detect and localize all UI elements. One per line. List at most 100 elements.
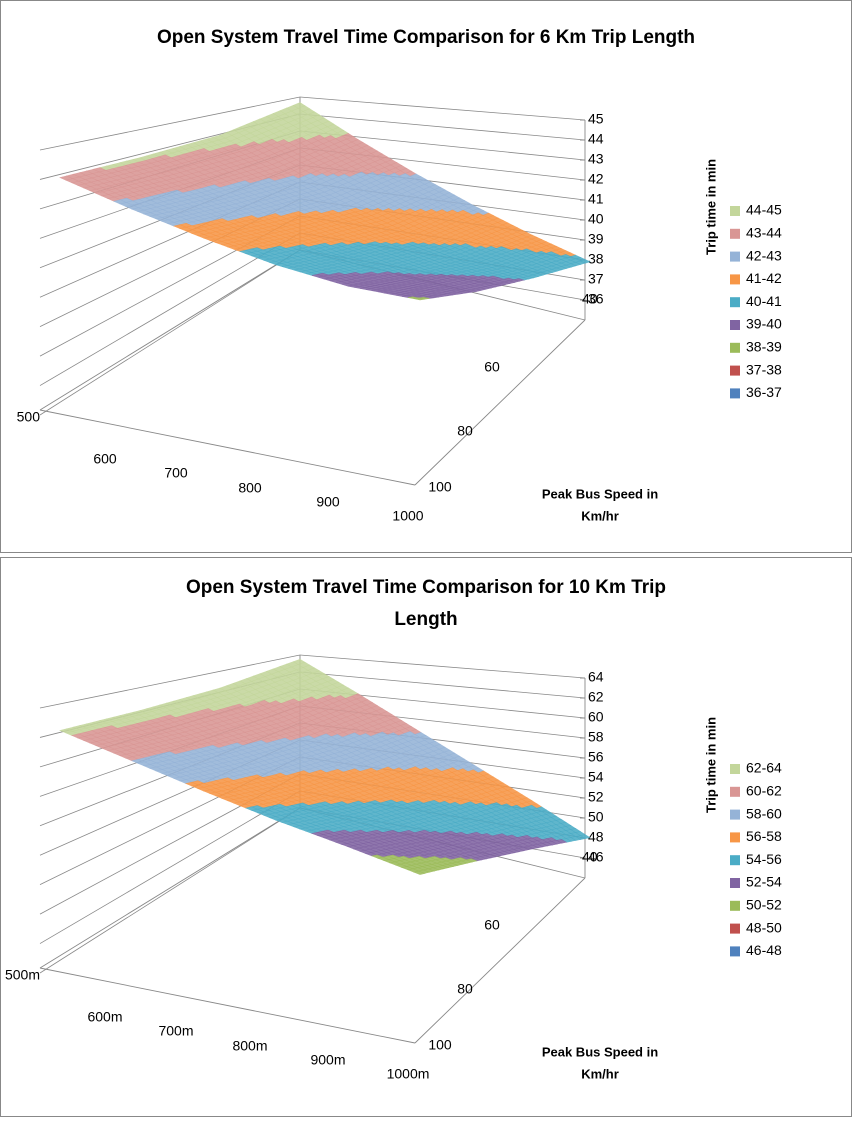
surface-cell [340, 232, 472, 274]
x-tick-label: 700m [158, 1023, 193, 1039]
surface-cell [206, 170, 347, 223]
surface-cell [408, 257, 535, 292]
legend-swatch [730, 251, 740, 262]
legend-label: 37-38 [746, 361, 782, 377]
depth-tick-label: 100 [428, 479, 452, 495]
chart: Open System Travel Time Comparison for 1… [5, 577, 782, 1082]
legend-swatch [730, 809, 740, 820]
x-tick-label: 900m [310, 1052, 345, 1068]
surface-cell [203, 774, 343, 821]
grid-line [39, 654, 301, 709]
legend-swatch [730, 320, 740, 330]
legend-swatch [730, 297, 740, 308]
legend-swatch [730, 900, 740, 911]
axis-line [39, 409, 416, 486]
grid-line [299, 654, 586, 679]
y-tick-label: 36 [588, 291, 604, 307]
surface-cell [408, 818, 535, 862]
depth-axis-title: Peak Bus Speed in [542, 1044, 658, 1059]
legend-label: 56-58 [746, 828, 782, 844]
legend-label: 38-39 [746, 339, 782, 355]
grid-line [299, 96, 586, 121]
surface-cell [344, 173, 475, 234]
y-axis-title: Trip time in min [703, 717, 718, 813]
x-tick-label: 800m [232, 1038, 267, 1054]
chart-title: Length [394, 609, 457, 630]
chart-title: Open System Travel Time Comparison for 1… [186, 577, 666, 598]
surface-cell [59, 157, 209, 210]
legend-label: 36-37 [746, 384, 782, 400]
x-tick-label: 700 [164, 465, 188, 481]
legend-swatch [730, 228, 740, 239]
grid-line [299, 671, 586, 699]
legend-label: 39-40 [746, 316, 782, 332]
legend-swatch [730, 923, 740, 934]
surface-cell [131, 190, 276, 239]
depth-axis-title: Km/hr [581, 1066, 619, 1081]
surface-cell [347, 273, 477, 301]
x-tick-label: 500m [5, 967, 40, 983]
surface-cell [59, 710, 209, 762]
surface-cell [139, 134, 284, 192]
legend-swatch [730, 786, 740, 797]
y-tick-label: 52 [588, 789, 604, 805]
depth-tick-label: 60 [484, 917, 500, 933]
legend-label: 58-60 [746, 805, 782, 821]
y-tick-label: 45 [588, 111, 604, 127]
depth-tick-label: 80 [457, 423, 473, 439]
x-tick-label: 900 [316, 494, 340, 510]
x-tick-label: 1000m [387, 1066, 430, 1082]
y-tick-label: 42 [588, 171, 604, 187]
depth-tick-label: 40 [582, 291, 598, 307]
y-tick-label: 38 [588, 251, 604, 267]
x-tick-label: 500 [17, 409, 41, 425]
x-tick-label: 1000 [392, 508, 423, 524]
legend-label: 62-64 [746, 760, 782, 776]
x-tick-label: 600 [93, 451, 117, 467]
legend-label: 40-41 [746, 293, 782, 309]
chart: Open System Travel Time Comparison for 6… [17, 27, 782, 524]
y-tick-label: 60 [588, 709, 604, 725]
grid-line [39, 232, 301, 386]
grid-line [39, 249, 301, 416]
legend-label: 41-42 [746, 270, 782, 286]
legend-swatch [730, 878, 740, 888]
legend-label: 52-54 [746, 874, 782, 890]
axis-line [39, 967, 416, 1044]
axis-line [39, 807, 301, 969]
grid-line [39, 790, 301, 944]
grid-line [39, 96, 301, 151]
chart-title: Open System Travel Time Comparison for 6… [157, 27, 695, 48]
legend-swatch [730, 764, 740, 774]
surface-patch [412, 870, 426, 875]
legend-swatch [730, 274, 740, 285]
legend-swatch [730, 946, 740, 957]
axis-line [39, 249, 301, 411]
axis-line [414, 877, 586, 1044]
y-tick-label: 41 [588, 191, 604, 207]
surface-cell [274, 805, 411, 848]
surface-cell [219, 658, 359, 723]
depth-tick-label: 40 [582, 849, 598, 865]
grid-line [299, 113, 586, 141]
depth-tick-label: 100 [428, 1037, 452, 1053]
surface-patch [413, 297, 425, 301]
legend-label: 54-56 [746, 851, 782, 867]
surface-cell [219, 102, 359, 171]
surface-cell [469, 800, 591, 849]
y-tick-label: 39 [588, 231, 604, 247]
legend-label: 50-52 [746, 897, 782, 913]
depth-tick-label: 60 [484, 359, 500, 375]
surface-cell [206, 721, 347, 776]
surface-cell [346, 833, 478, 875]
legend-label: 60-62 [746, 783, 782, 799]
surface-cell [407, 764, 533, 819]
y-tick-label: 64 [588, 669, 604, 685]
x-tick-label: 600m [87, 1009, 122, 1025]
legend-swatch [730, 206, 740, 216]
y-tick-label: 54 [588, 769, 604, 785]
surface-cell [341, 786, 472, 835]
surface-cell [273, 202, 409, 251]
